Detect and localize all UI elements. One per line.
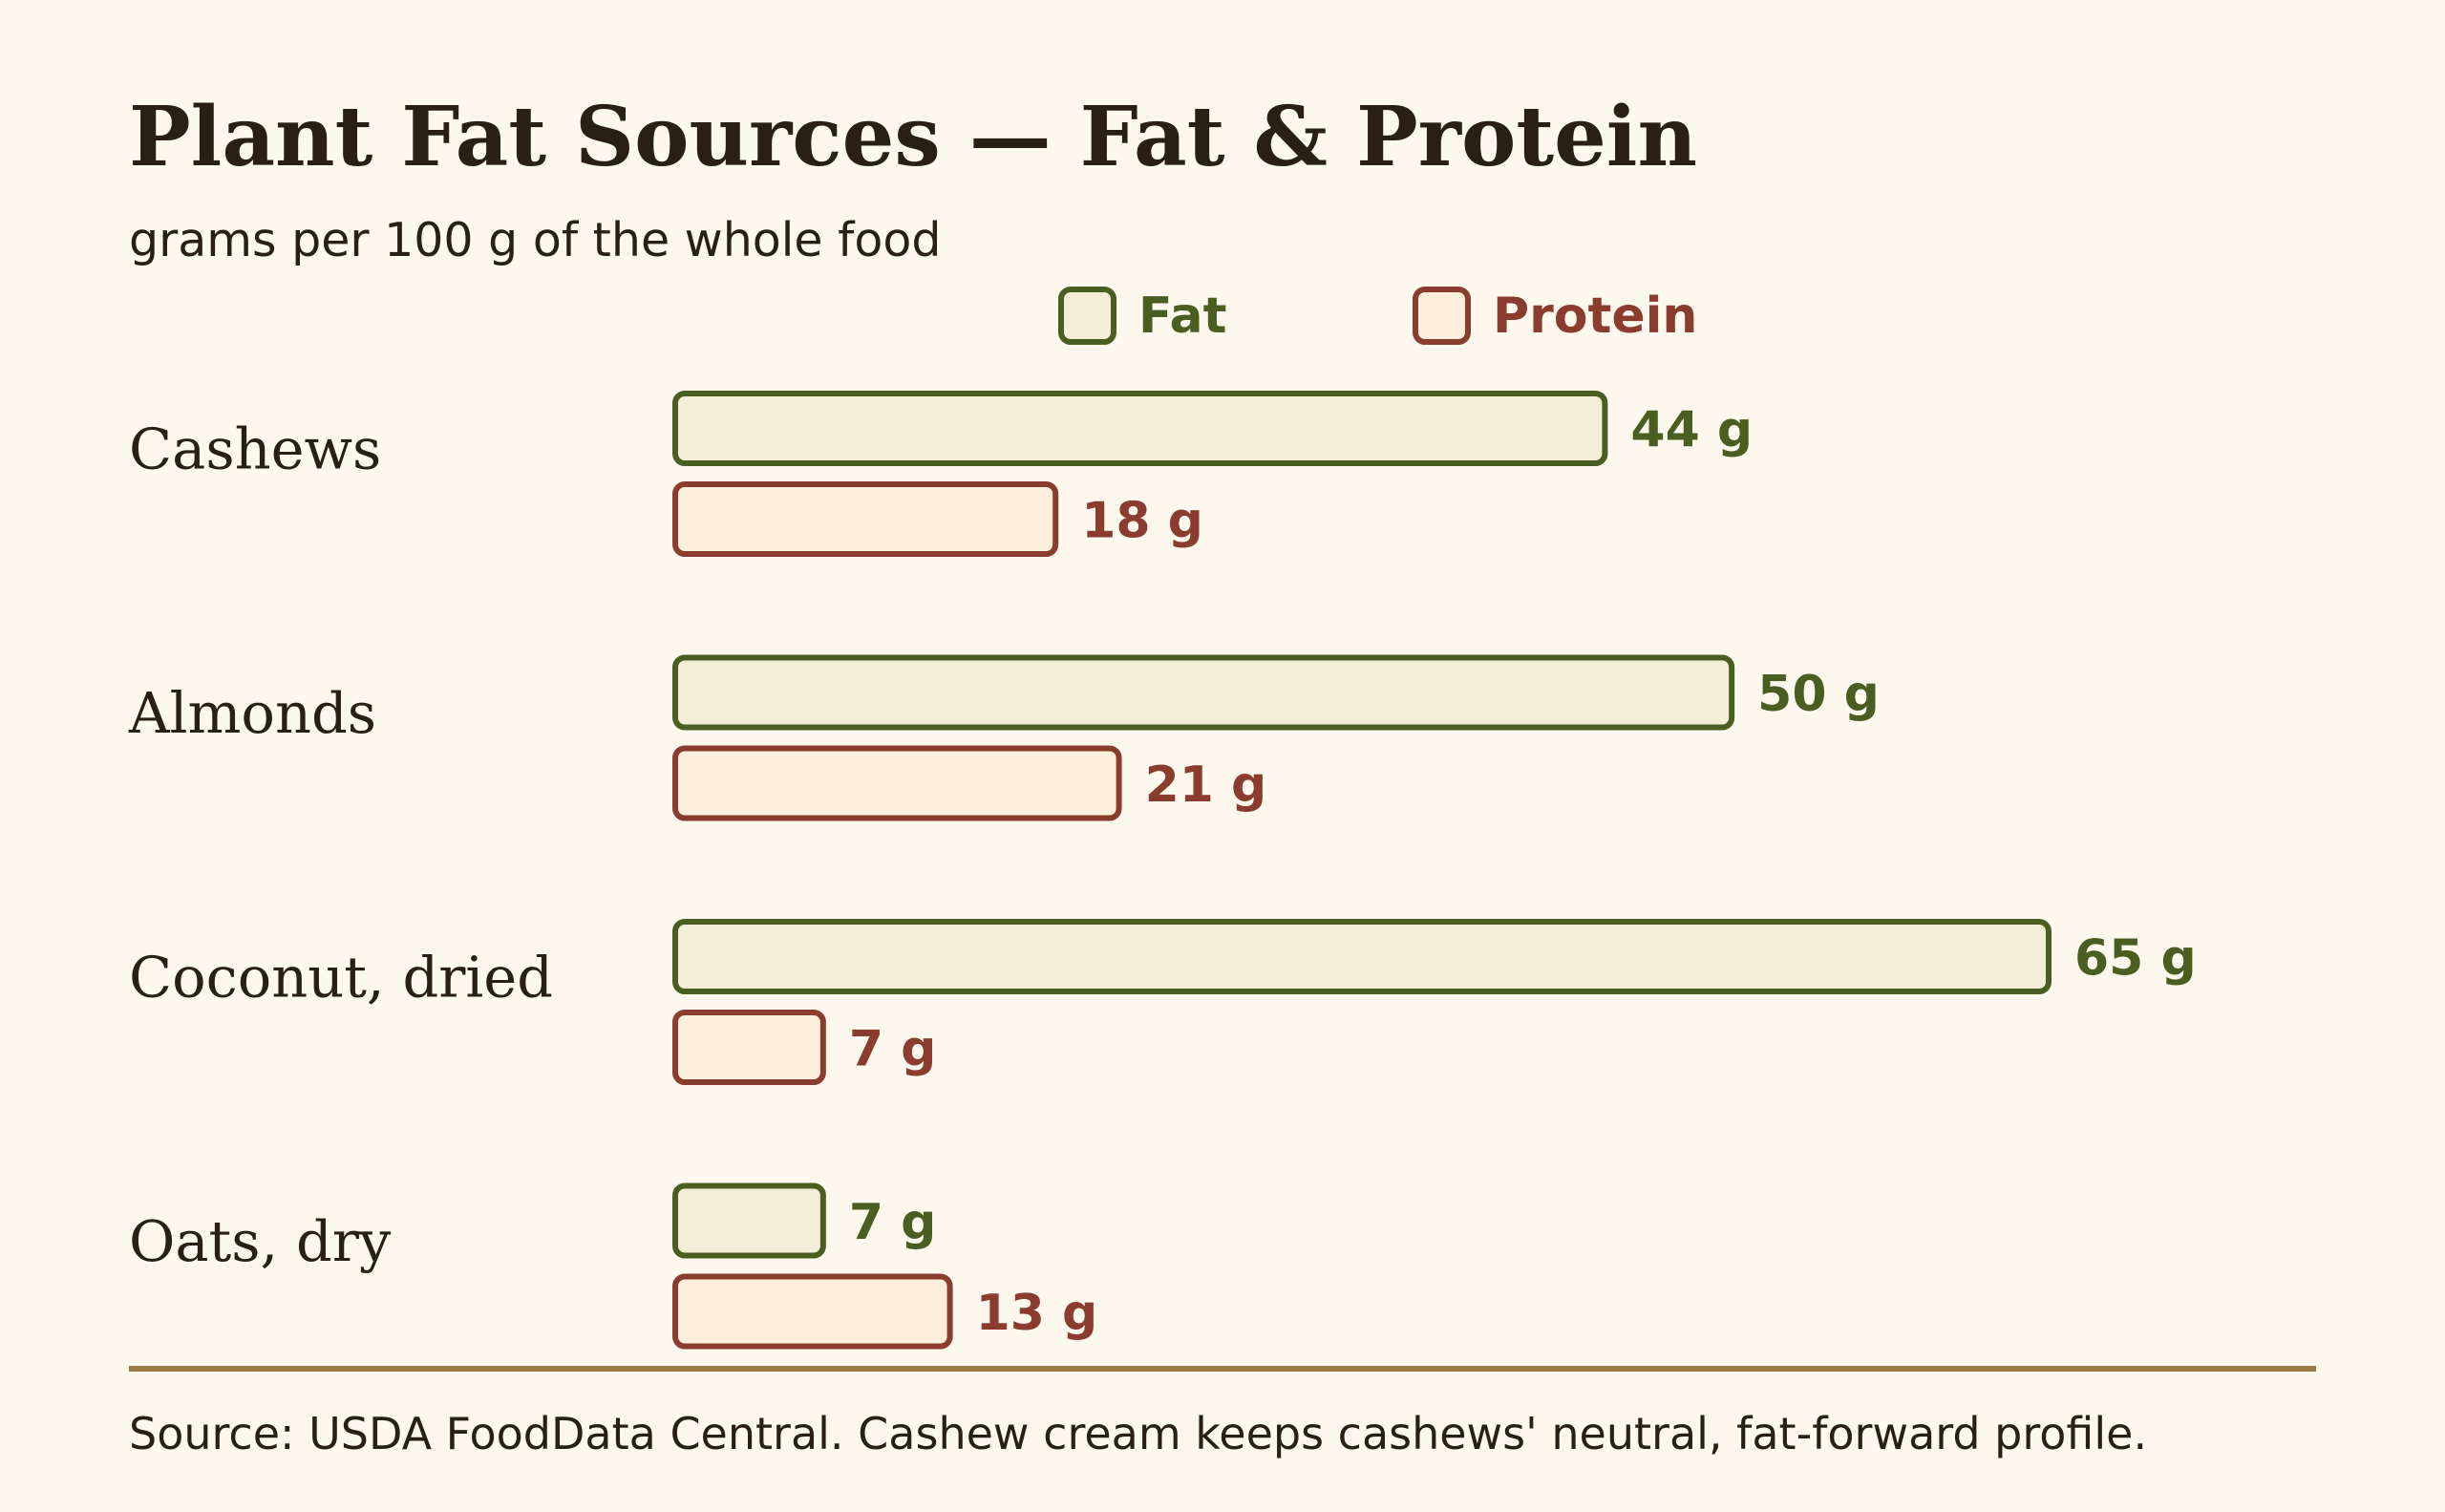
value-label-fat-coconut-dried: 65 g	[2074, 930, 2197, 988]
value-label-fat-cashews: 44 g	[1630, 402, 1753, 459]
value-label-protein-oats-dry: 13 g	[976, 1285, 1098, 1342]
value-label-fat-oats-dry: 7 g	[849, 1194, 937, 1251]
category-label-coconut-dried: Coconut, dried	[129, 945, 553, 1011]
legend: Fat Protein	[1058, 287, 1697, 345]
legend-label-fat: Fat	[1138, 287, 1226, 345]
chart-title: Plant Fat Sources — Fat & Protein	[129, 89, 1697, 185]
source-note: Source: USDA FoodData Central. Cashew cr…	[129, 1408, 2147, 1459]
legend-label-protein: Protein	[1493, 287, 1697, 345]
bar-fat-cashews	[672, 391, 1608, 466]
plot-area: Cashews 44 g 18 g Almonds 50 g 21 g Coconut, d…	[128, 391, 2197, 1350]
chart-subtitle: grams per 100 g of the whole food	[129, 213, 941, 267]
value-label-fat-almonds: 50 g	[1757, 666, 1880, 723]
legend-swatch-fat	[1058, 287, 1116, 345]
category-label-almonds: Almonds	[128, 680, 376, 746]
bar-fat-coconut-dried	[672, 919, 2052, 994]
bar-protein-almonds	[672, 745, 1122, 821]
value-label-protein-almonds: 21 g	[1145, 756, 1267, 814]
value-label-protein-coconut-dried: 7 g	[849, 1021, 937, 1078]
value-label-protein-cashews: 18 g	[1081, 493, 1203, 550]
bar-protein-cashews	[672, 481, 1059, 557]
bar-protein-coconut-dried	[672, 1010, 826, 1085]
bar-protein-oats-dry	[672, 1273, 953, 1350]
bar-fat-oats-dry	[672, 1182, 826, 1259]
category-label-oats-dry: Oats, dry	[129, 1208, 392, 1274]
category-label-cashews: Cashews	[129, 416, 381, 482]
legend-swatch-protein	[1413, 287, 1471, 345]
bar-fat-almonds	[672, 654, 1735, 731]
